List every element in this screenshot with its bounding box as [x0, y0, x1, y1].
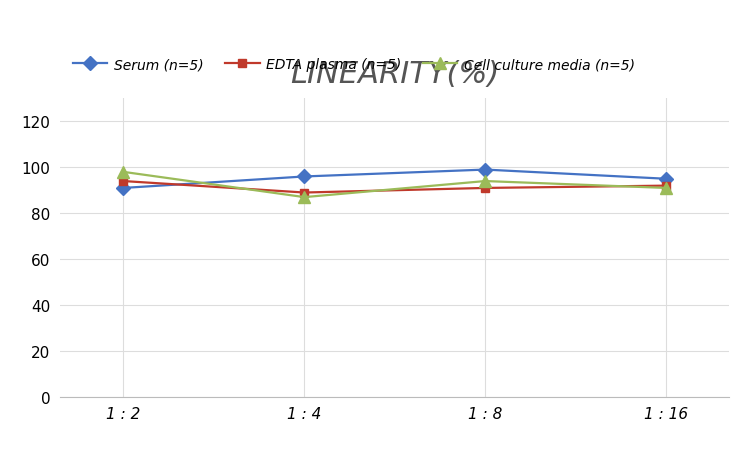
- Serum (n=5): [662, 177, 671, 182]
- Cell culture media (n=5): [119, 170, 128, 175]
- EDTA plasma (n=5): [662, 184, 671, 189]
- Line: Serum (n=5): Serum (n=5): [119, 166, 671, 193]
- Line: EDTA plasma (n=5): EDTA plasma (n=5): [120, 178, 670, 197]
- Cell culture media (n=5): [662, 186, 671, 191]
- Cell culture media (n=5): [300, 195, 309, 200]
- Legend: Serum (n=5), EDTA plasma (n=5), Cell culture media (n=5): Serum (n=5), EDTA plasma (n=5), Cell cul…: [67, 53, 641, 78]
- Line: Cell culture media (n=5): Cell culture media (n=5): [118, 167, 672, 203]
- Title: LINEARITY(%): LINEARITY(%): [290, 60, 499, 88]
- Serum (n=5): [119, 186, 128, 191]
- EDTA plasma (n=5): [481, 186, 490, 191]
- Cell culture media (n=5): [481, 179, 490, 184]
- EDTA plasma (n=5): [300, 190, 309, 196]
- EDTA plasma (n=5): [119, 179, 128, 184]
- Serum (n=5): [481, 167, 490, 173]
- Serum (n=5): [300, 175, 309, 180]
